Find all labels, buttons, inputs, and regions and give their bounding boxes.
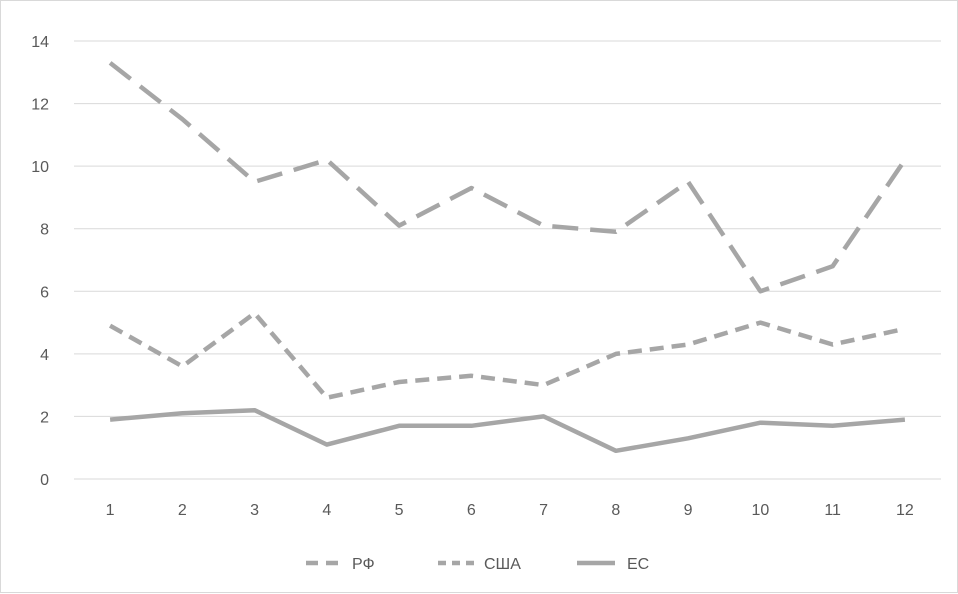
y-axis-tick-labels: 0 2 4 6 8 10 12 14 [31,34,49,489]
y-tick-label: 10 [31,159,49,176]
x-tick-label: 1 [106,502,115,519]
y-tick-label: 4 [40,347,49,364]
legend: РФ США ЕС [306,556,649,573]
x-tick-label: 10 [751,502,769,519]
y-tick-label: 6 [40,284,49,301]
series-line-2 [108,310,906,400]
y-tick-label: 14 [31,34,49,51]
x-tick-label: 12 [896,502,914,519]
series-line-3 [109,407,906,454]
y-tick-label: 0 [40,472,49,489]
x-axis-tick-labels: 1 2 3 4 5 6 7 8 9 10 11 12 [106,502,914,519]
gridlines [74,40,941,480]
legend-label: РФ [352,556,375,573]
x-tick-label: 5 [395,502,404,519]
x-tick-label: 6 [467,502,476,519]
x-tick-label: 4 [322,502,331,519]
legend-label: ЕС [627,556,649,573]
y-tick-label: 2 [40,409,49,426]
x-tick-label: 11 [824,502,841,519]
legend-label: США [484,556,521,573]
series-line-1 [108,61,907,294]
y-tick-label: 12 [31,97,49,114]
x-tick-label: 2 [178,502,187,519]
series-lines [108,61,907,454]
y-tick-label: 8 [40,222,49,239]
x-tick-label: 3 [250,502,259,519]
x-tick-label: 7 [539,502,548,519]
x-tick-label: 8 [611,502,620,519]
x-tick-label: 9 [684,502,693,519]
